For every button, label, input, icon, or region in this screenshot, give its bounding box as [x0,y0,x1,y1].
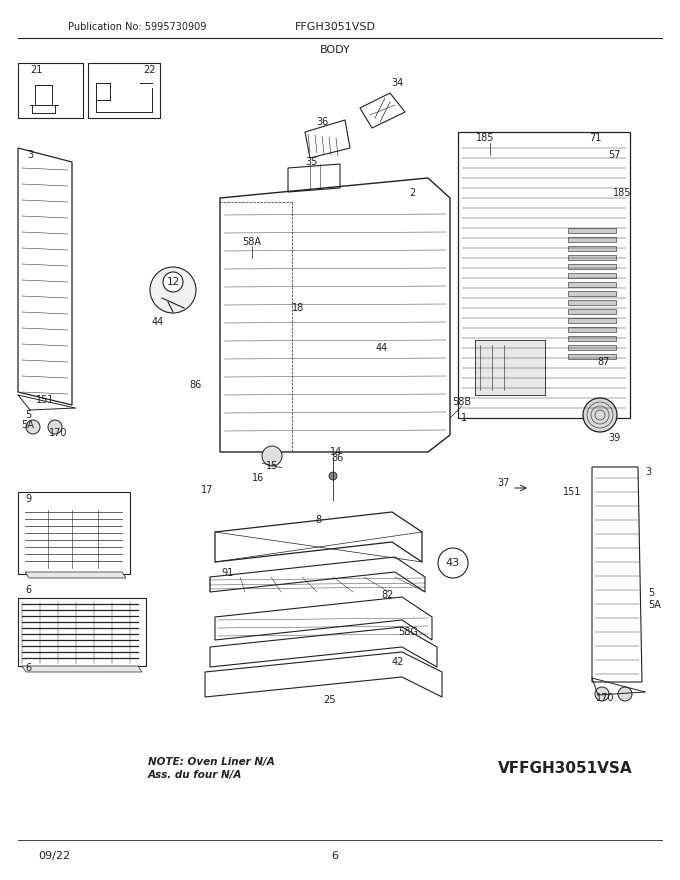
Text: Publication No: 5995730909: Publication No: 5995730909 [68,22,206,32]
Text: FFGH3051VSD: FFGH3051VSD [294,22,375,32]
Text: 21: 21 [30,65,42,75]
Text: 91: 91 [222,568,234,578]
Text: 5: 5 [648,588,654,598]
Text: 39: 39 [608,433,620,443]
Text: 87: 87 [598,357,610,367]
Text: 37: 37 [498,478,510,488]
Text: 15: 15 [266,461,278,471]
Text: 14: 14 [330,447,342,457]
Text: 44: 44 [376,343,388,353]
Text: BODY: BODY [320,45,350,55]
Circle shape [48,420,62,434]
Bar [568,246,616,251]
Text: 86: 86 [332,453,344,463]
Text: 185: 185 [613,188,631,198]
Bar [568,273,616,278]
Text: 6: 6 [25,585,31,595]
Bar [568,291,616,296]
Text: 8: 8 [315,515,321,525]
Text: 5A: 5A [22,420,35,430]
Text: 71: 71 [589,133,601,143]
Text: 82: 82 [381,590,394,600]
Polygon shape [25,572,126,578]
Text: 43: 43 [446,558,460,568]
Bar [568,237,616,242]
Bar [568,318,616,323]
Bar [475,340,545,395]
Text: 2: 2 [409,188,415,198]
Bar [568,282,616,287]
Circle shape [583,398,617,432]
Bar [568,255,616,260]
Bar [568,264,616,269]
Bar [568,354,616,359]
Text: 170: 170 [49,428,67,438]
Bar [568,336,616,341]
Text: 35: 35 [306,157,318,167]
Text: 42: 42 [392,657,404,667]
Text: Ass. du four N/A: Ass. du four N/A [148,770,242,780]
Text: 57: 57 [608,150,620,160]
Polygon shape [22,666,142,672]
Text: 58G: 58G [398,627,418,637]
Text: 9: 9 [25,494,31,504]
Text: 3: 3 [645,467,651,477]
Text: 185: 185 [476,133,494,143]
Text: 18: 18 [292,303,304,313]
Text: 12: 12 [167,277,180,287]
Text: 44: 44 [152,317,164,327]
Bar [568,309,616,314]
Text: 25: 25 [324,695,336,705]
Text: 6: 6 [25,663,31,673]
Bar [568,300,616,305]
Text: NOTE: Oven Liner N/A: NOTE: Oven Liner N/A [148,757,275,767]
Text: 09/22: 09/22 [38,851,70,861]
Circle shape [618,687,632,701]
Text: 16: 16 [252,473,264,483]
Circle shape [438,548,468,578]
Bar [18,492,130,574]
Text: 17: 17 [201,485,214,495]
Text: 36: 36 [316,117,328,127]
Text: 22: 22 [143,65,156,75]
Circle shape [595,687,609,701]
Text: 6: 6 [332,851,339,861]
Bar [568,345,616,350]
Text: 58A: 58A [243,237,262,247]
Text: 1: 1 [461,413,467,423]
Bar [568,228,616,233]
Text: 34: 34 [391,78,403,88]
Circle shape [150,267,196,313]
Text: 151: 151 [563,487,581,497]
Bar [88,63,160,118]
Text: 86: 86 [189,380,201,390]
Text: 58B: 58B [452,397,471,407]
Bar [568,327,616,332]
Bar [18,598,146,666]
Text: 5A: 5A [648,600,661,610]
Text: 5: 5 [25,410,31,420]
Bar [18,63,83,118]
Circle shape [262,446,282,466]
Circle shape [329,472,337,480]
Circle shape [163,272,183,292]
Text: 3: 3 [27,150,33,160]
Circle shape [26,420,40,434]
Text: VFFGH3051VSA: VFFGH3051VSA [498,760,632,775]
Text: 151: 151 [36,395,54,405]
Text: 170: 170 [596,693,614,703]
